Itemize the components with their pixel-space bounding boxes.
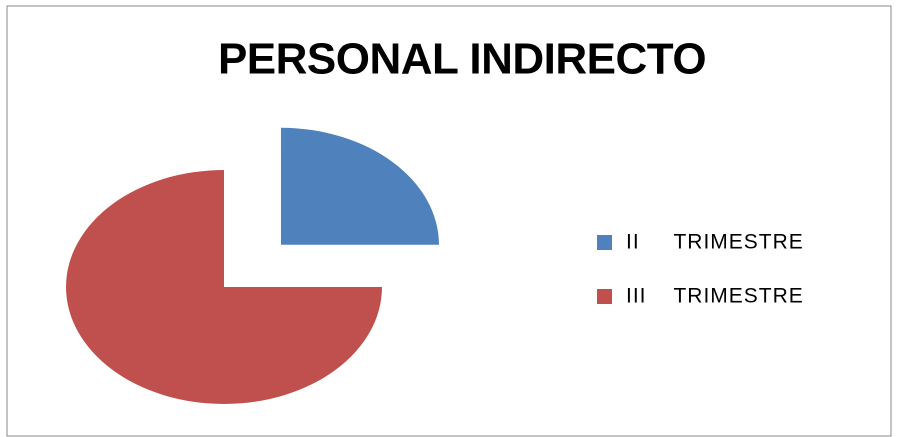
pie-slice <box>66 170 382 404</box>
chart-title: PERSONAL INDIRECTO <box>218 35 706 84</box>
pie-slice <box>280 127 439 245</box>
legend-label: III TRIMESTRE <box>626 285 804 308</box>
legend-swatch <box>597 235 612 250</box>
legend-label: II TRIMESTRE <box>626 231 804 254</box>
legend-swatch <box>597 289 612 304</box>
